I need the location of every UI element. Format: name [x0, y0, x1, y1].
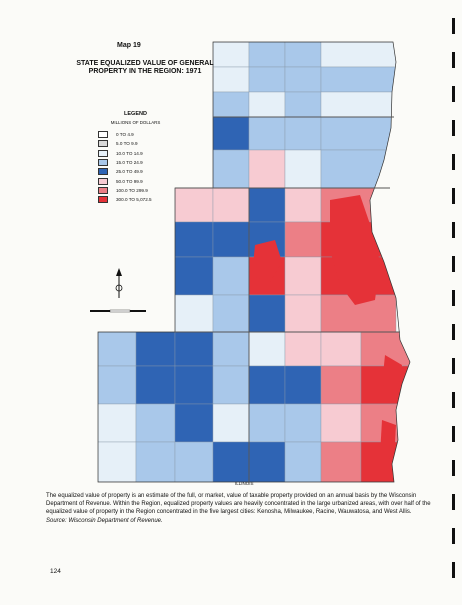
source-note: Source: Wisconsin Department of Revenue. [46, 518, 163, 524]
legend-subtitle: MILLIONS OF DOLLARS [110, 120, 161, 125]
legend-item: 50.0 TO 99.9 [98, 176, 193, 185]
legend-swatch [98, 196, 108, 204]
map-legend: LEGEND MILLIONS OF DOLLARS 0 TO 4.9 5.0 … [98, 111, 193, 204]
north-arrow-icon [115, 268, 123, 298]
legend-label: 0 TO 4.9 [116, 132, 134, 138]
legend-swatch [98, 186, 108, 194]
legend-item: 0 TO 4.9 [98, 130, 193, 139]
map-title: STATE EQUALIZED VALUE OF GENERAL PROPERT… [60, 60, 230, 76]
legend-swatch [98, 177, 108, 185]
legend-item: 5.0 TO 9.9 [98, 139, 193, 148]
legend-label: 5.0 TO 9.9 [116, 141, 138, 147]
legend-swatch [98, 159, 108, 167]
legend-label: 50.0 TO 99.9 [116, 178, 143, 184]
legend-label: 25.0 TO 49.9 [116, 169, 143, 175]
legend-label: 10.0 TO 14.9 [116, 150, 143, 156]
legend-swatch [98, 149, 108, 157]
legend-swatch [98, 140, 108, 148]
legend-item: 15.0 TO 24.9 [98, 158, 193, 167]
legend-swatch [98, 168, 108, 176]
legend-label: 15.0 TO 24.9 [116, 160, 143, 166]
spiral-binding-icon [452, 18, 455, 578]
legend-label: 100.0 TO 299.9 [116, 187, 148, 193]
legend-item: 100.0 TO 299.9 [98, 186, 193, 195]
legend-title: LEGEND [124, 111, 147, 117]
boundary-label: ILLINOIS [235, 481, 254, 486]
map-title-line-2: PROPERTY IN THE REGION: 1971 [88, 68, 202, 75]
map-title-line-1: STATE EQUALIZED VALUE OF GENERAL [76, 60, 214, 67]
legend-label: 300.0 TO 5,072.5 [116, 197, 152, 203]
scale-bar-icon [90, 309, 146, 313]
page-number: 124 [50, 568, 61, 575]
caption: The equalized value of property is an es… [46, 493, 431, 515]
map-number: Map 19 [117, 42, 141, 49]
legend-item: 25.0 TO 49.9 [98, 167, 193, 176]
legend-swatch [98, 131, 108, 139]
legend-item: 10.0 TO 14.9 [98, 149, 193, 158]
legend-item: 300.0 TO 5,072.5 [98, 195, 193, 204]
